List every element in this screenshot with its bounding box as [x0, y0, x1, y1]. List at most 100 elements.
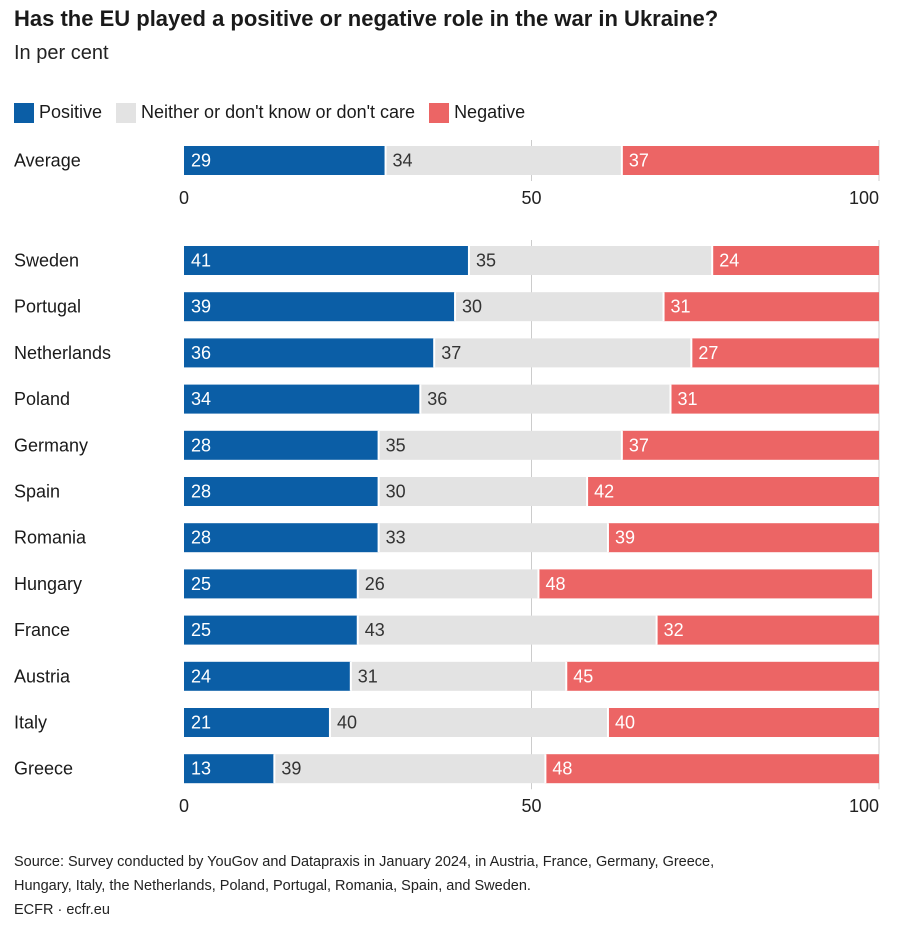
average-axis-tick-label-50: 50 [521, 188, 541, 208]
row-sweden-value-negative: 24 [719, 251, 739, 271]
row-sweden-bar-negative [712, 246, 879, 275]
row-greece-value-positive: 13 [191, 759, 211, 779]
row-portugal-value-negative: 31 [671, 297, 691, 317]
row-germany-value-negative: 37 [629, 435, 649, 455]
row-germany-bar-positive [184, 430, 379, 460]
row-sweden-value-neither: 35 [476, 251, 496, 271]
row-romania-value-positive: 28 [191, 528, 211, 548]
legend-label-neither: Neither or don't know or don't care [141, 102, 416, 122]
row-austria-bar-neither [350, 661, 567, 691]
row-greece-value-neither: 39 [281, 759, 301, 779]
row-greece-value-negative: 48 [552, 759, 572, 779]
row-romania-bar-neither [378, 523, 608, 553]
source-line-2: Hungary, Italy, the Netherlands, Poland,… [14, 878, 531, 894]
countries-axis-tick-label-50: 50 [521, 796, 541, 816]
legend-swatch-positive [14, 102, 34, 123]
chart-title: Has the EU played a positive or negative… [14, 6, 719, 31]
average-value-positive: 29 [191, 151, 211, 171]
row-austria-value-positive: 24 [191, 666, 211, 686]
row-italy-value-neither: 40 [337, 713, 357, 733]
row-italy-bar-neither [329, 708, 608, 737]
row-france-value-positive: 25 [191, 620, 211, 640]
row-germany-bar-negative [621, 430, 879, 460]
row-sweden-bar-positive [184, 246, 469, 275]
row-italy-label: Italy [14, 713, 47, 733]
row-france-bar-negative [656, 615, 879, 645]
row-austria-bar-negative [566, 661, 879, 691]
average-value-negative: 37 [629, 151, 649, 171]
average-value-neither: 34 [393, 151, 413, 171]
average-bar-negative [621, 146, 879, 175]
row-romania-value-neither: 33 [386, 528, 406, 548]
source-line-3: ECFR · ecfr.eu [14, 902, 110, 918]
row-netherlands-label: Netherlands [14, 343, 111, 363]
row-hungary-bar-positive [184, 569, 358, 599]
chart-subtitle: In per cent [14, 42, 109, 64]
row-poland-value-negative: 31 [678, 389, 698, 409]
row-spain-value-positive: 28 [191, 482, 211, 502]
row-france-value-neither: 43 [365, 620, 385, 640]
row-netherlands-value-negative: 27 [698, 343, 718, 363]
row-hungary-value-neither: 26 [365, 574, 385, 594]
source-line-1: Source: Survey conducted by YouGov and D… [14, 854, 715, 870]
row-romania-value-negative: 39 [615, 528, 635, 548]
stacked-bar-chart: Average 29 34 37 0 50 100 Sweden 41 35 24 Portugal 3… [14, 140, 880, 816]
row-france-bar-neither [357, 615, 657, 645]
row-spain-label: Spain [14, 482, 60, 502]
row-hungary-value-negative: 48 [545, 574, 565, 594]
legend-label-negative: Negative [454, 102, 526, 122]
row-portugal-bar-negative [663, 292, 879, 322]
legend: Positive Neither or don't know or don't … [14, 102, 539, 123]
row-netherlands-bar-positive [184, 338, 435, 368]
row-spain-value-neither: 30 [386, 482, 406, 502]
row-germany-bar-neither [378, 430, 622, 460]
row-poland-bar-negative [670, 384, 879, 414]
row-netherlands-value-positive: 36 [191, 343, 211, 363]
source-note: Source: Survey conducted by YouGov and D… [14, 850, 894, 922]
row-poland-label: Poland [14, 389, 70, 409]
row-france-value-negative: 32 [664, 620, 684, 640]
row-netherlands-bar-neither [434, 338, 692, 368]
average-axis-tick-label-100: 100 [849, 188, 879, 208]
row-sweden-bar-neither [468, 246, 713, 275]
row-hungary-value-positive: 25 [191, 574, 211, 594]
row-sweden-label: Sweden [14, 251, 79, 271]
row-germany-value-neither: 35 [386, 435, 406, 455]
legend-item-negative: Negative [429, 102, 525, 123]
legend-item-neither: Neither or don't know or don't care [116, 102, 415, 123]
row-hungary-bar-negative [538, 569, 873, 599]
row-portugal-label: Portugal [14, 297, 81, 317]
row-spain-bar-neither [378, 477, 588, 506]
row-austria-label: Austria [14, 666, 71, 686]
row-greece-bar-neither [274, 754, 546, 784]
average-bar-neither [385, 146, 622, 175]
row-poland-bar-positive [184, 384, 421, 414]
row-romania-label: Romania [14, 528, 87, 548]
row-italy-value-positive: 21 [191, 713, 211, 733]
average-label: Average [14, 151, 81, 171]
row-austria-value-neither: 31 [358, 666, 378, 686]
row-portugal-value-positive: 39 [191, 297, 211, 317]
legend-swatch-neither [116, 102, 137, 123]
row-greece-label: Greece [14, 759, 73, 779]
legend-swatch-negative [429, 102, 450, 123]
row-hungary-bar-neither [357, 569, 539, 599]
row-france-label: France [14, 620, 70, 640]
row-sweden-value-positive: 41 [191, 251, 211, 271]
row-hungary-label: Hungary [14, 574, 82, 594]
row-netherlands-bar-negative [691, 338, 879, 368]
average-bar-positive [184, 146, 386, 175]
row-italy-bar-negative [607, 708, 879, 737]
row-italy-value-negative: 40 [615, 713, 635, 733]
average-axis-tick-label-0: 0 [179, 188, 189, 208]
row-greece-bar-positive [184, 754, 275, 784]
legend-label-positive: Positive [39, 102, 103, 122]
row-spain-bar-positive [184, 477, 379, 506]
row-spain-value-negative: 42 [594, 482, 614, 502]
row-portugal-value-neither: 30 [462, 297, 482, 317]
row-austria-value-negative: 45 [573, 666, 593, 686]
countries-axis-tick-label-100: 100 [849, 796, 879, 816]
row-italy-bar-positive [184, 708, 330, 737]
row-portugal-bar-neither [455, 292, 664, 322]
row-germany-label: Germany [14, 435, 88, 455]
